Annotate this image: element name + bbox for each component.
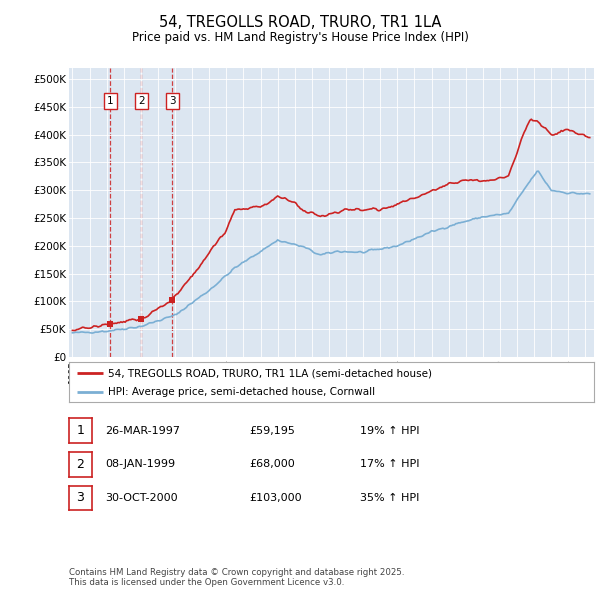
Text: 1: 1 — [76, 424, 85, 437]
Text: 35% ↑ HPI: 35% ↑ HPI — [360, 493, 419, 503]
Text: Price paid vs. HM Land Registry's House Price Index (HPI): Price paid vs. HM Land Registry's House … — [131, 31, 469, 44]
Text: Contains HM Land Registry data © Crown copyright and database right 2025.
This d: Contains HM Land Registry data © Crown c… — [69, 568, 404, 587]
Text: 17% ↑ HPI: 17% ↑ HPI — [360, 460, 419, 469]
Text: 3: 3 — [169, 96, 175, 106]
Text: HPI: Average price, semi-detached house, Cornwall: HPI: Average price, semi-detached house,… — [109, 386, 376, 396]
Text: 08-JAN-1999: 08-JAN-1999 — [105, 460, 175, 469]
Text: 2: 2 — [138, 96, 145, 106]
Text: 2: 2 — [76, 458, 85, 471]
Text: £68,000: £68,000 — [249, 460, 295, 469]
Text: 19% ↑ HPI: 19% ↑ HPI — [360, 426, 419, 435]
Text: 1: 1 — [107, 96, 113, 106]
Text: 3: 3 — [76, 491, 85, 504]
Text: 26-MAR-1997: 26-MAR-1997 — [105, 426, 180, 435]
Text: £59,195: £59,195 — [249, 426, 295, 435]
Text: 30-OCT-2000: 30-OCT-2000 — [105, 493, 178, 503]
Text: 54, TREGOLLS ROAD, TRURO, TR1 1LA (semi-detached house): 54, TREGOLLS ROAD, TRURO, TR1 1LA (semi-… — [109, 368, 433, 378]
Text: 54, TREGOLLS ROAD, TRURO, TR1 1LA: 54, TREGOLLS ROAD, TRURO, TR1 1LA — [159, 15, 441, 30]
Text: £103,000: £103,000 — [249, 493, 302, 503]
